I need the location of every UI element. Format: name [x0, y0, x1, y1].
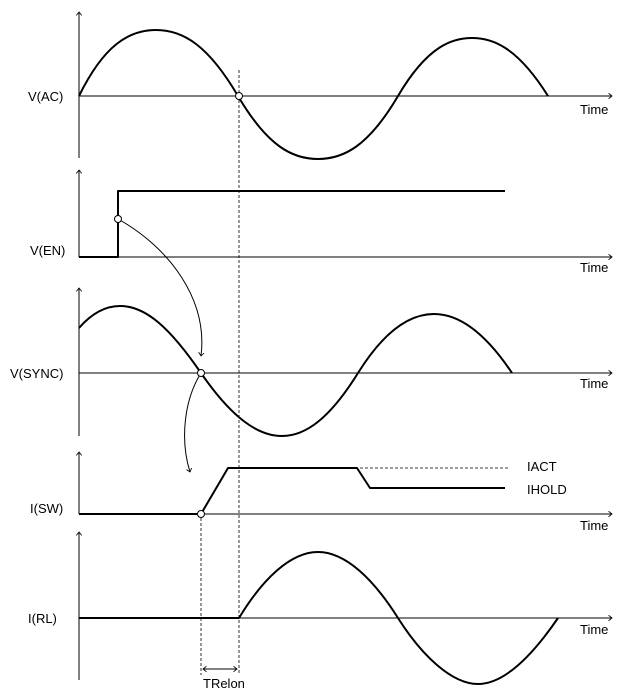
irl-label: I(RL): [28, 611, 57, 626]
isw-waveform: [79, 467, 505, 515]
panel-vsync: V(SYNC) Time: [10, 288, 612, 437]
isw-label: I(SW): [30, 501, 63, 516]
iact-label: IACT: [527, 459, 557, 474]
irl-waveform: [79, 551, 559, 685]
isw-time-label: Time: [580, 518, 608, 533]
vac-waveform: [78, 29, 549, 160]
panel-vac: V(AC) Time: [28, 12, 612, 160]
ven-waveform: [79, 190, 505, 258]
en-to-sync-arrow: [117, 218, 202, 356]
vac-label: V(AC): [28, 89, 63, 104]
panel-ven: V(EN) Time: [30, 170, 612, 275]
panel-isw: I(SW) IACT IHOLD Time: [30, 452, 612, 533]
ven-time-label: Time: [580, 260, 608, 275]
vsync-label: V(SYNC): [10, 366, 63, 381]
ihold-label: IHOLD: [527, 482, 567, 497]
ven-label: V(EN): [30, 243, 65, 258]
sync-to-sw-arrow: [184, 372, 202, 472]
ac-zero-cross-marker: [235, 92, 243, 100]
sync-zero-cross-marker: [197, 369, 205, 377]
vsync-waveform: [78, 305, 513, 437]
vac-time-label: Time: [580, 102, 608, 117]
sw-start-marker: [197, 510, 205, 518]
trelon-dimension: TRelon: [203, 669, 245, 691]
trelon-label: TRelon: [203, 676, 245, 691]
panel-irl: I(RL) Time: [28, 532, 612, 685]
irl-time-label: Time: [580, 622, 608, 637]
en-rise-marker: [114, 215, 122, 223]
vsync-time-label: Time: [580, 376, 608, 391]
